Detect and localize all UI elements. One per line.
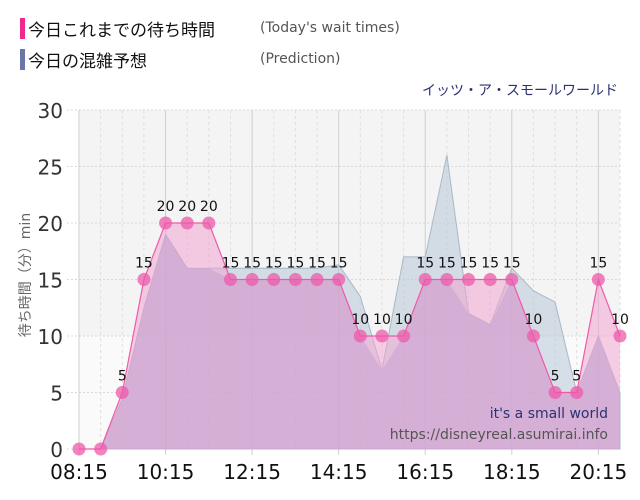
data-point xyxy=(115,386,129,399)
data-point xyxy=(613,329,627,343)
data-label: 20 xyxy=(200,199,218,215)
y-tick-label: 0 xyxy=(50,438,63,462)
y-tick-label: 5 xyxy=(50,382,63,406)
x-tick-label: 14:15 xyxy=(310,460,368,484)
x-tick-label: 10:15 xyxy=(137,460,195,484)
data-point xyxy=(310,273,324,286)
legend-label-jp: 今日これまでの待ち時間 xyxy=(28,20,215,41)
y-tick-label: 20 xyxy=(38,212,63,236)
data-label: 15 xyxy=(222,256,240,272)
data-point xyxy=(418,273,432,286)
data-point xyxy=(159,216,173,230)
data-label: 10 xyxy=(351,312,369,328)
x-tick-label: 16:15 xyxy=(396,460,454,484)
legend-item-actual: 今日これまでの待ち時間 (Today's wait times) xyxy=(20,17,400,41)
data-label: 15 xyxy=(330,256,348,272)
legend-label-en: (Prediction) xyxy=(260,51,341,67)
overlap-area xyxy=(79,234,620,449)
data-label: 10 xyxy=(395,312,413,328)
data-label: 15 xyxy=(438,256,456,272)
data-label: 15 xyxy=(243,256,261,272)
data-point xyxy=(375,329,389,343)
data-label: 5 xyxy=(118,369,127,385)
data-label: 15 xyxy=(308,256,326,272)
data-point xyxy=(245,273,259,286)
data-point xyxy=(202,216,216,230)
attraction-title: イッツ・ア・スモールワールド xyxy=(422,83,618,99)
data-label: 15 xyxy=(416,256,434,272)
data-point xyxy=(94,442,108,456)
data-point xyxy=(526,329,540,343)
data-point xyxy=(137,273,151,286)
x-tick-label: 08:15 xyxy=(50,460,108,484)
y-tick-label: 25 xyxy=(38,156,63,180)
data-point xyxy=(332,273,346,286)
data-point xyxy=(397,329,411,343)
data-label: 5 xyxy=(551,369,560,385)
data-point xyxy=(353,329,367,343)
legend-item-prediction: 今日の混雑予想 (Prediction) xyxy=(20,48,341,72)
data-point xyxy=(267,273,281,286)
data-point xyxy=(223,273,237,286)
y-tick-label: 15 xyxy=(38,269,63,293)
data-point xyxy=(505,273,519,286)
data-point xyxy=(180,216,194,230)
y-tick-label: 30 xyxy=(38,99,63,123)
y-tick-label: 10 xyxy=(38,325,63,349)
data-point xyxy=(570,386,584,399)
data-point xyxy=(462,273,476,286)
data-label: 15 xyxy=(589,256,607,272)
data-point xyxy=(548,386,562,399)
data-point xyxy=(72,442,86,456)
data-point xyxy=(440,273,454,286)
x-tick-label: 12:15 xyxy=(223,460,281,484)
data-label: 15 xyxy=(135,256,153,272)
data-point xyxy=(288,273,302,286)
x-tick-label: 18:15 xyxy=(483,460,541,484)
legend-label-jp: 今日の混雑予想 xyxy=(28,51,147,72)
data-point xyxy=(591,273,605,286)
data-label: 15 xyxy=(265,256,283,272)
data-label: 5 xyxy=(572,369,581,385)
data-label: 15 xyxy=(286,256,304,272)
x-tick-label: 20:15 xyxy=(570,460,628,484)
data-label: 15 xyxy=(481,256,499,272)
data-label: 20 xyxy=(157,199,175,215)
data-label: 10 xyxy=(611,312,629,328)
legend-swatch-prediction xyxy=(20,48,25,70)
data-label: 20 xyxy=(178,199,196,215)
data-label: 10 xyxy=(525,312,543,328)
legend-label-en: (Today's wait times) xyxy=(260,20,400,36)
data-label: 15 xyxy=(503,256,521,272)
watermark-attraction: it's a small world xyxy=(489,406,608,422)
data-label: 10 xyxy=(373,312,391,328)
watermark-url: https://disneyreal.asumirai.info xyxy=(389,427,608,443)
legend-swatch-actual xyxy=(20,17,25,39)
data-label: 15 xyxy=(460,256,478,272)
data-point xyxy=(483,273,497,286)
